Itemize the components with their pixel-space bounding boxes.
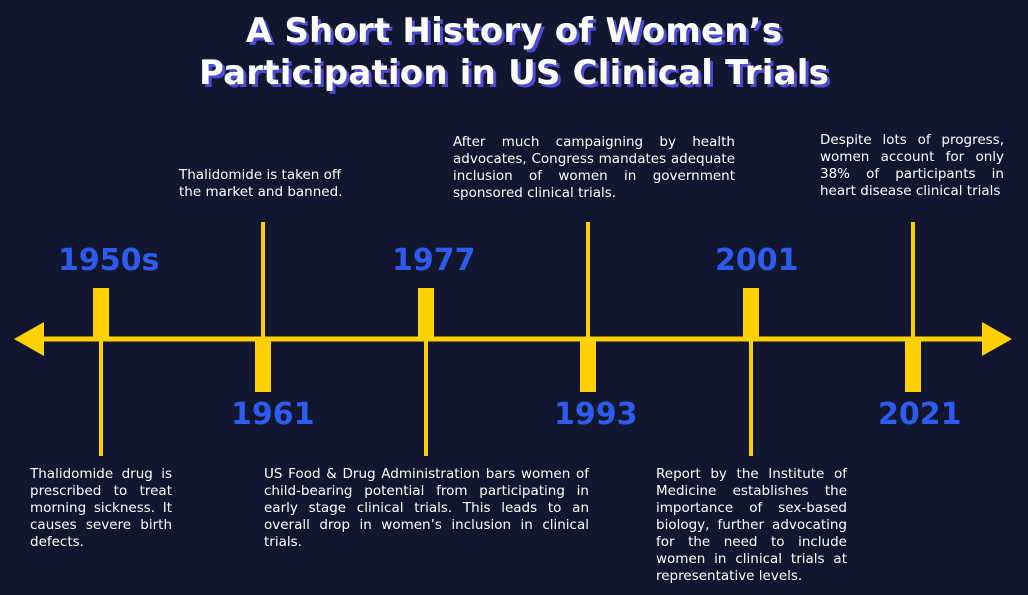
timeline-left-arrow-icon — [14, 322, 44, 356]
marker-2001 — [743, 288, 759, 338]
event-text-2001: Report by the Institute of Medicine esta… — [656, 466, 847, 584]
event-text-1993: After much campaigning by health advocat… — [453, 134, 735, 201]
year-1961: 1961 — [231, 397, 315, 432]
event-text-1977: US Food & Drug Administration bars women… — [264, 466, 589, 550]
marker-1950s — [93, 288, 109, 338]
year-1950s: 1950s — [58, 243, 160, 278]
marker-2021 — [905, 340, 921, 392]
page-title: A Short History of Women’s Participation… — [0, 10, 1028, 94]
year-2021: 2021 — [878, 397, 962, 432]
marker-1961 — [255, 340, 271, 392]
title-line-1: A Short History of Women’s — [245, 11, 783, 51]
year-1993: 1993 — [554, 397, 638, 432]
title-line-2: Participation in US Clinical Trials — [198, 53, 830, 93]
timeline-right-arrow-icon — [982, 322, 1012, 356]
event-text-1961: Thalidomide is taken off the market and … — [179, 167, 343, 200]
event-text-1950s: Thalidomide drug is prescribed to treat … — [30, 466, 172, 550]
marker-1977 — [418, 288, 434, 338]
event-text-2021: Despite lots of progress, women account … — [820, 132, 1004, 199]
year-2001: 2001 — [715, 243, 799, 278]
marker-1993 — [580, 340, 596, 392]
year-1977: 1977 — [392, 243, 476, 278]
